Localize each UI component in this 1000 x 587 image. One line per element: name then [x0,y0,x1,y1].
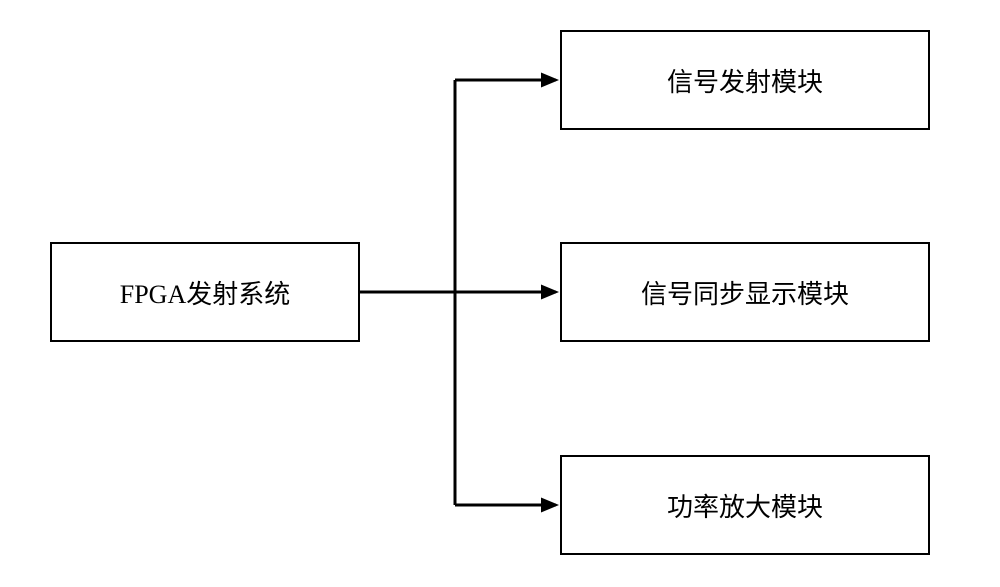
source-label: FPGA发射系统 [120,274,290,311]
target-box-3: 功率放大模块 [560,455,930,555]
target-label-2: 信号同步显示模块 [641,274,849,311]
target-label-1: 信号发射模块 [667,62,823,99]
target-label-3: 功率放大模块 [667,487,823,524]
target-box-2: 信号同步显示模块 [560,242,930,342]
source-box: FPGA发射系统 [50,242,360,342]
target-box-1: 信号发射模块 [560,30,930,130]
